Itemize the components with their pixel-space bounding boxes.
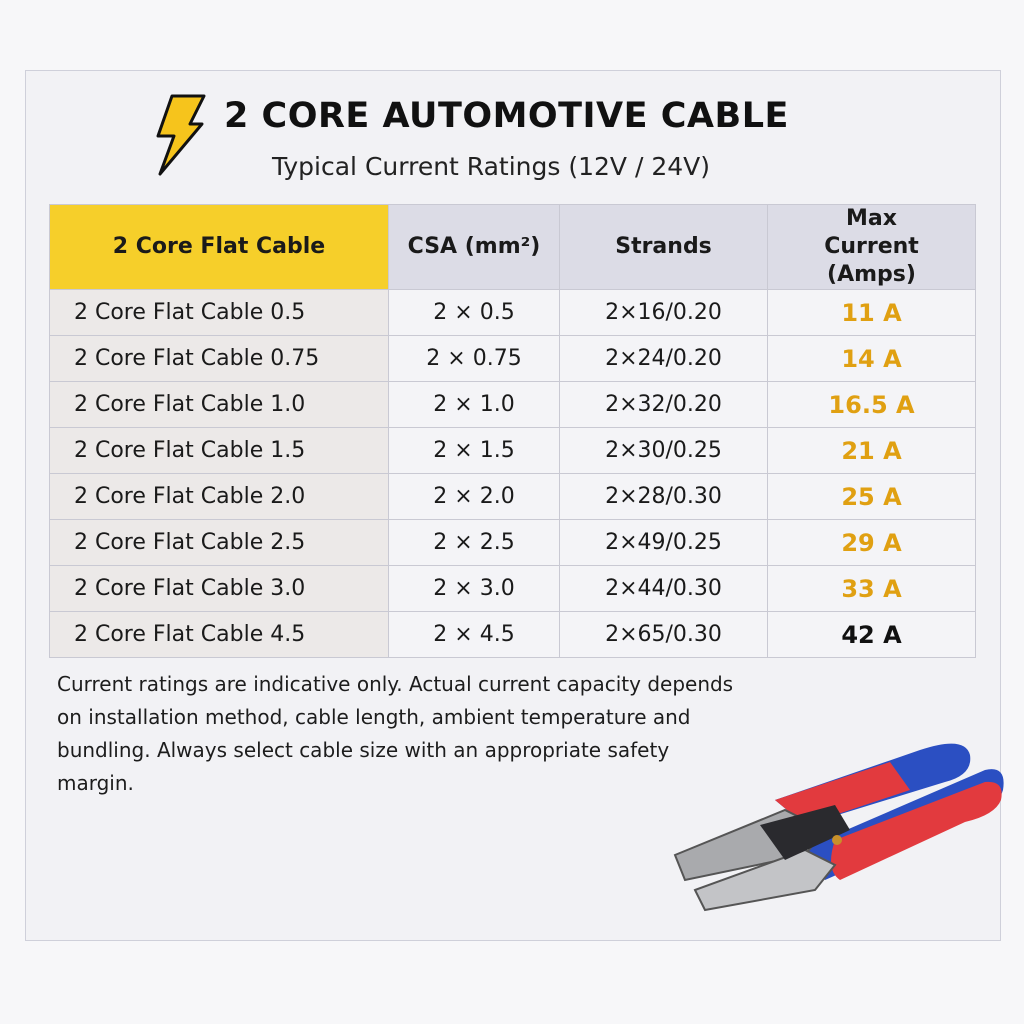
cell-strands: 2×32/0.20 <box>559 381 768 428</box>
column-header-csa: CSA (mm²) <box>388 204 560 290</box>
table-row: 2 Core Flat Cable 3.0 2 × 3.0 2×44/0.30 33 … <box>49 565 976 612</box>
cell-strands: 2×24/0.20 <box>559 335 768 382</box>
cell-max-current: 11 A <box>767 289 976 336</box>
crimping-pliers-image <box>673 743 1004 912</box>
cell-max-current: 21 A <box>767 427 976 474</box>
cell-strands: 2×49/0.25 <box>559 519 768 566</box>
cell-cable-name: 2 Core Flat Cable 3.0 <box>49 565 389 612</box>
column-header-max-current: Max Current (Amps) <box>767 204 976 290</box>
cell-csa: 2 × 1.0 <box>388 381 560 428</box>
cell-csa: 2 × 2.5 <box>388 519 560 566</box>
cell-cable-name: 2 Core Flat Cable 1.0 <box>49 381 389 428</box>
cell-max-current: 42 A <box>767 611 976 658</box>
cell-cable-name: 2 Core Flat Cable 2.5 <box>49 519 389 566</box>
cell-cable-name: 2 Core Flat Cable 1.5 <box>49 427 389 474</box>
table-row: 2 Core Flat Cable 2.0 2 × 2.0 2×28/0.30 25 … <box>49 473 976 520</box>
table-row: 2 Core Flat Cable 0.5 2 × 0.5 2×16/0.20 11 … <box>49 289 976 336</box>
cell-csa: 2 × 0.75 <box>388 335 560 382</box>
cell-max-current: 29 A <box>767 519 976 566</box>
cell-cable-name: 2 Core Flat Cable 0.75 <box>49 335 389 382</box>
column-header-cable: 2 Core Flat Cable <box>49 204 389 290</box>
cable-ratings-table: 2 Core Flat Cable CSA (mm²) Strands Max … <box>49 204 976 658</box>
page-subtitle: Typical Current Ratings (12V / 24V) <box>272 152 711 181</box>
cell-csa: 2 × 3.0 <box>388 565 560 612</box>
cell-csa: 2 × 0.5 <box>388 289 560 336</box>
cell-max-current: 14 A <box>767 335 976 382</box>
page-title: 2 CORE AUTOMOTIVE CABLE <box>224 96 789 136</box>
cell-strands: 2×16/0.20 <box>559 289 768 336</box>
lightning-bolt-icon <box>156 94 206 176</box>
cell-max-current: 25 A <box>767 473 976 520</box>
cell-strands: 2×30/0.25 <box>559 427 768 474</box>
cell-csa: 2 × 1.5 <box>388 427 560 474</box>
cell-cable-name: 2 Core Flat Cable 4.5 <box>49 611 389 658</box>
table-row: 2 Core Flat Cable 1.0 2 × 1.0 2×32/0.20 16.… <box>49 381 976 428</box>
disclaimer-note: Current ratings are indicative only. Act… <box>57 672 734 795</box>
cell-strands: 2×44/0.30 <box>559 565 768 612</box>
cell-csa: 2 × 2.0 <box>388 473 560 520</box>
cell-cable-name: 2 Core Flat Cable 0.5 <box>49 289 389 336</box>
cell-csa: 2 × 4.5 <box>388 611 560 658</box>
table-header-row: 2 Core Flat Cable CSA (mm²) Strands Max … <box>49 204 976 290</box>
table-row: 2 Core Flat Cable 4.5 2 × 4.5 2×65/0.30 42 … <box>49 611 976 658</box>
cell-strands: 2×65/0.30 <box>559 611 768 658</box>
cell-max-current: 16.5 A <box>767 381 976 428</box>
column-header-strands: Strands <box>559 204 768 290</box>
table-row: 2 Core Flat Cable 0.75 2 × 0.75 2×24/0.20 1… <box>49 335 976 382</box>
cell-strands: 2×28/0.30 <box>559 473 768 520</box>
cell-cable-name: 2 Core Flat Cable 2.0 <box>49 473 389 520</box>
cell-max-current: 33 A <box>767 565 976 612</box>
table-row: 2 Core Flat Cable 2.5 2 × 2.5 2×49/0.25 29 … <box>49 519 976 566</box>
table-row: 2 Core Flat Cable 1.5 2 × 1.5 2×30/0.25 21 … <box>49 427 976 474</box>
